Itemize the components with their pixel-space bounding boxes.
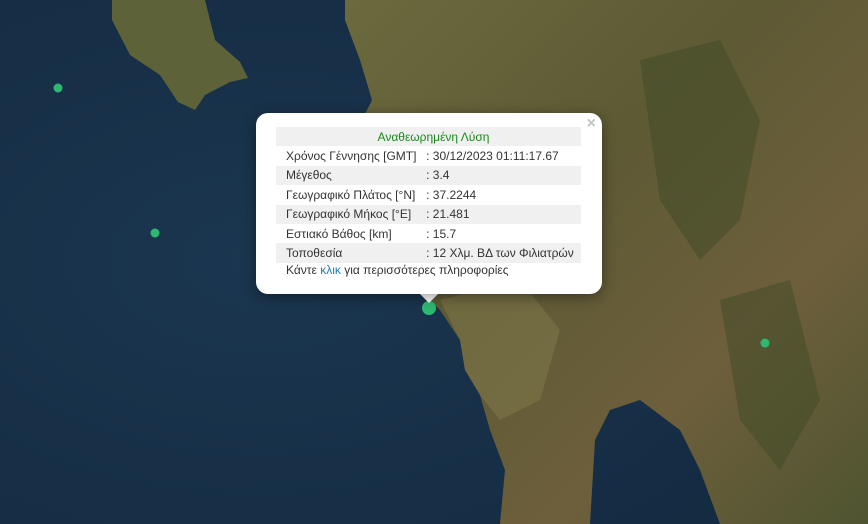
- table-row: Μέγεθος: 3.4: [276, 165, 581, 186]
- row-label: Μέγεθος: [276, 165, 424, 186]
- row-label: Χρόνος Γέννησης [GMT]: [286, 149, 417, 164]
- table-row: Τοποθεσία: 12 Χλμ. ΒΔ των Φιλιατρών: [276, 243, 581, 263]
- popup-tip: [419, 293, 439, 303]
- row-label: Εστιακό Βάθος [km]: [286, 226, 392, 241]
- earthquake-marker[interactable]: [150, 228, 160, 238]
- table-row: Γεωγραφικό Πλάτος [°N] : 37.2244: [276, 185, 581, 204]
- coastal-plain: [440, 280, 560, 420]
- earthquake-marker[interactable]: [53, 83, 63, 93]
- more-suffix: για περισσότερες πληροφορίες: [340, 263, 509, 277]
- earthquake-details-table: Αναθεωρημένη Λύση Χρόνος Γέννησης [GMT]:…: [276, 127, 581, 263]
- earthquake-popup: × Αναθεωρημένη Λύση Χρόνος Γέννησης [GMT…: [256, 113, 602, 294]
- row-value: : 15.7: [426, 226, 457, 241]
- row-label: Γεωγραφικό Μήκος [°E]: [276, 204, 424, 224]
- close-icon[interactable]: ×: [586, 115, 596, 132]
- more-info-link[interactable]: κλικ: [320, 263, 341, 277]
- table-row: Εστιακό Βάθος [km] : 15.7: [276, 224, 581, 243]
- row-label: Τοποθεσία: [276, 243, 424, 263]
- earthquake-marker-selected[interactable]: [422, 301, 436, 315]
- mountains: [720, 280, 820, 470]
- zakynthos-island: [112, 0, 248, 110]
- row-value: : 37.2244: [426, 187, 477, 202]
- row-value: : 30/12/2023 01:11:17.67: [426, 149, 559, 164]
- mountains: [640, 40, 760, 260]
- table-row: Γεωγραφικό Μήκος [°E]: 21.481: [276, 204, 581, 224]
- row-value: : 21.481: [423, 204, 581, 224]
- earthquake-marker[interactable]: [760, 338, 770, 348]
- row-value: : 3.4: [423, 165, 581, 186]
- table-row: Χρόνος Γέννησης [GMT] : 30/12/2023 01:11:…: [276, 146, 581, 165]
- popup-title: Αναθεωρημένη Λύση: [276, 127, 581, 147]
- more-info-text: Κάντε κλικ για περισσότερες πληροφορίες: [286, 263, 509, 277]
- row-label: Γεωγραφικό Πλάτος [°N]: [286, 187, 416, 202]
- more-prefix: Κάντε: [286, 263, 321, 277]
- row-value: : 12 Χλμ. ΒΔ των Φιλιατρών: [423, 243, 581, 263]
